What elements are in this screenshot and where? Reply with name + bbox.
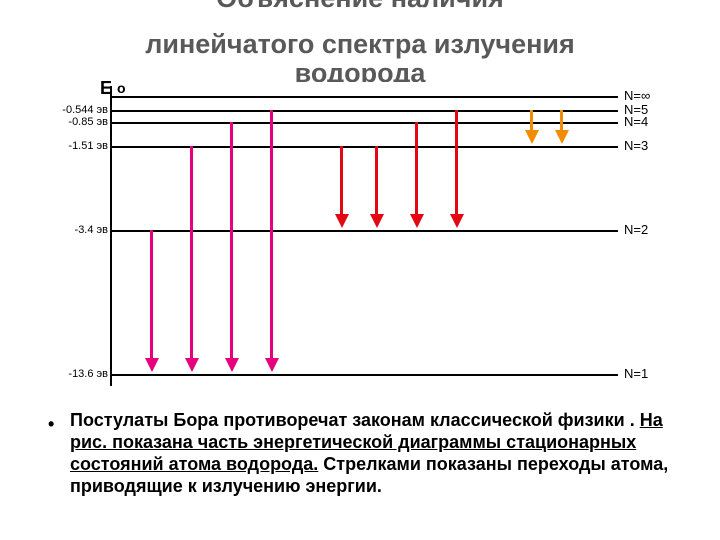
arrow-head-icon — [265, 358, 279, 372]
level-line-n4 — [112, 122, 618, 124]
level-line-n1 — [112, 374, 618, 376]
arrow-head-icon — [525, 130, 539, 144]
arrow-head-icon — [450, 214, 464, 228]
transition-arrow-1 — [190, 146, 193, 372]
arrow-shaft-icon — [375, 146, 378, 218]
level-n-label-4: N=4 — [624, 114, 648, 129]
arrow-shaft-icon — [340, 146, 343, 218]
level-line-n2 — [112, 230, 618, 232]
arrow-shaft-icon — [190, 146, 193, 362]
level-n-label-inf: N=∞ — [624, 88, 650, 103]
title-line-2: линейчатого спектра излучения — [30, 30, 690, 60]
transition-arrow-5 — [375, 146, 378, 228]
arrow-shaft-icon — [230, 122, 233, 362]
level-energy-n1: -13.6 эв — [68, 368, 108, 380]
slide: Объяснение наличия линейчатого спектра и… — [0, 0, 720, 540]
arrow-head-icon — [410, 214, 424, 228]
level-energy-n4: -0.85 эв — [68, 116, 108, 128]
level-n-label-1: N=1 — [624, 366, 648, 381]
level-energy-n3: -1.51 эв — [68, 140, 108, 152]
transition-arrow-2 — [230, 122, 233, 372]
title-line-1: Объяснение наличия — [30, 0, 690, 14]
transition-arrow-3 — [270, 110, 273, 372]
level-line-ninf — [112, 96, 618, 98]
transition-arrow-0 — [150, 230, 153, 372]
level-energy-n2: -3.4 эв — [75, 224, 108, 236]
level-n-label-2: N=2 — [624, 222, 648, 237]
level-line-n3 — [112, 146, 618, 148]
level-line-n5 — [112, 110, 618, 112]
arrow-shaft-icon — [455, 110, 458, 218]
axis-label-o: о — [117, 80, 126, 96]
arrow-shaft-icon — [270, 110, 273, 362]
transition-arrow-4 — [340, 146, 343, 228]
level-energy-n5: -0.544 эв — [62, 104, 108, 116]
arrow-head-icon — [555, 130, 569, 144]
level-n-label-3: N=3 — [624, 138, 648, 153]
title-line-3: водорода — [30, 59, 690, 82]
arrow-head-icon — [225, 358, 239, 372]
transition-arrow-9 — [560, 110, 563, 144]
arrow-head-icon — [185, 358, 199, 372]
arrow-shaft-icon — [415, 122, 418, 218]
arrow-head-icon — [145, 358, 159, 372]
bullet-icon: • — [48, 414, 54, 436]
y-axis — [110, 86, 112, 386]
energy-diagram: E о N=∞-0.544 эвN=5-0.85 эвN=4-1.51 эвN=… — [50, 82, 670, 392]
diagram-canvas: E о N=∞-0.544 эвN=5-0.85 эвN=4-1.51 эвN=… — [50, 82, 670, 392]
arrow-head-icon — [335, 214, 349, 228]
transition-arrow-6 — [415, 122, 418, 228]
transition-arrow-7 — [455, 110, 458, 228]
arrow-head-icon — [370, 214, 384, 228]
slide-title: Объяснение наличия линейчатого спектра и… — [30, 0, 690, 82]
transition-arrow-8 — [530, 110, 533, 144]
arrow-shaft-icon — [150, 230, 153, 362]
body-paragraph: • Постулаты Бора противоречат законам кл… — [30, 410, 690, 498]
body-pre: Постулаты Бора противоречат законам клас… — [70, 410, 640, 430]
